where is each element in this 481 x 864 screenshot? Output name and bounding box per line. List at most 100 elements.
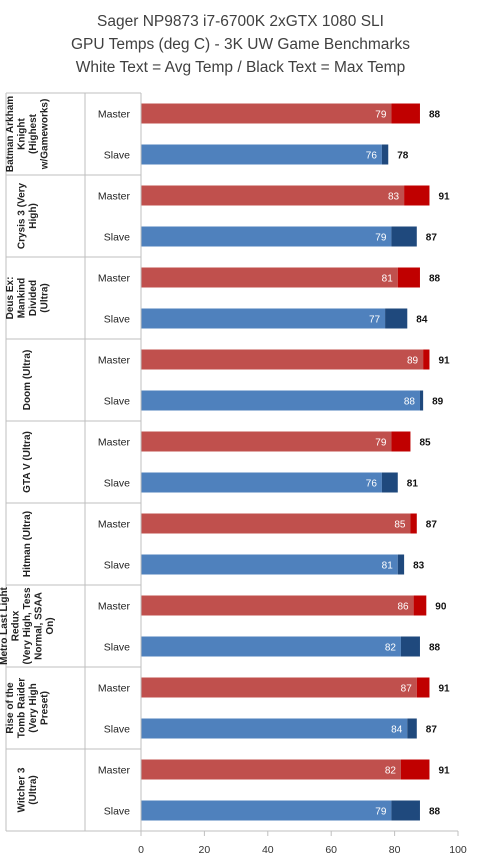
x-tick-label: 60	[325, 844, 337, 856]
avg-value-label: 76	[366, 151, 378, 162]
max-bar-segment	[391, 103, 420, 124]
avg-bar	[141, 144, 382, 165]
max-bar-segment	[400, 636, 420, 657]
max-bar-segment	[413, 595, 427, 616]
avg-value-label: 79	[375, 233, 387, 244]
max-value-label: 88	[429, 274, 441, 285]
avg-bar	[141, 308, 386, 329]
row-label: Slave	[104, 396, 130, 408]
max-value-label: 87	[426, 725, 438, 736]
row-label: Master	[98, 191, 131, 203]
x-tick-label: 0	[138, 844, 144, 856]
group-label: (Very High	[28, 683, 39, 732]
avg-value-label: 86	[397, 602, 409, 613]
avg-value-label: 88	[404, 397, 416, 408]
max-value-label: 91	[438, 766, 450, 777]
chart-title-line-1: Sager NP9873 i7-6700K 2xGTX 1080 SLI	[97, 13, 384, 30]
max-bar-segment	[385, 308, 408, 329]
max-value-label: 88	[429, 807, 441, 818]
max-value-label: 91	[438, 356, 450, 367]
avg-bar	[141, 226, 392, 247]
avg-value-label: 84	[391, 725, 403, 736]
avg-value-label: 77	[369, 315, 381, 326]
avg-value-label: 79	[375, 807, 387, 818]
row-label: Master	[98, 355, 131, 367]
avg-bar	[141, 267, 398, 288]
avg-value-label: 81	[382, 561, 394, 572]
max-value-label: 91	[438, 192, 450, 203]
max-value-label: 85	[419, 438, 431, 449]
row-label: Master	[98, 683, 131, 695]
row-label: Master	[98, 109, 131, 121]
x-tick-label: 40	[262, 844, 274, 856]
max-value-label: 87	[426, 520, 438, 531]
avg-value-label: 82	[385, 643, 397, 654]
x-tick-label: 80	[389, 844, 401, 856]
max-bar-segment	[416, 677, 430, 698]
row-label: Slave	[104, 232, 130, 244]
max-value-label: 87	[426, 233, 438, 244]
chart-title-line-2: GPU Temps (deg C) - 3K UW Game Benchmark…	[71, 36, 410, 53]
x-tick-label: 100	[449, 844, 467, 856]
max-bar-segment	[397, 267, 420, 288]
row-label: Master	[98, 601, 131, 613]
row-label: Slave	[104, 724, 130, 736]
avg-value-label: 79	[375, 438, 387, 449]
row-label: Slave	[104, 314, 130, 326]
group-label-wrap: Metro Last Light Redux (Very High, Tess Nor…	[0, 586, 56, 664]
group-label: (Ultra)	[28, 775, 39, 804]
x-tick-label: 20	[199, 844, 211, 856]
group-label: Mankind	[16, 278, 27, 319]
group-label: Divided	[28, 280, 39, 316]
avg-bar	[141, 390, 420, 411]
max-bar-segment	[397, 554, 405, 575]
group-label: w/Gameworks)	[39, 99, 50, 171]
group-label: Hitman (Ultra)	[22, 511, 33, 577]
max-value-label: 81	[407, 479, 419, 490]
avg-bar	[141, 431, 392, 452]
max-value-label: 83	[413, 561, 425, 572]
avg-bar	[141, 759, 401, 780]
group-label: Metro Last Light	[0, 586, 10, 664]
max-value-label: 84	[416, 315, 428, 326]
max-value-label: 78	[397, 151, 409, 162]
group-label-wrap: Hitman (Ultra)	[22, 511, 33, 577]
group-label: Deus Ex:	[5, 277, 16, 320]
avg-bar	[141, 349, 424, 370]
max-bar-segment	[410, 513, 417, 534]
group-label: Rise of the	[5, 682, 16, 734]
group-label: Witcher 3	[16, 767, 27, 812]
row-label: Master	[98, 437, 131, 449]
avg-value-label: 83	[388, 192, 400, 203]
group-label: High)	[28, 203, 39, 229]
max-bar-segment	[391, 226, 417, 247]
avg-bar	[141, 513, 411, 534]
max-value-label: 89	[432, 397, 444, 408]
max-bar-segment	[400, 759, 430, 780]
avg-bar	[141, 636, 401, 657]
row-label: Master	[98, 519, 131, 531]
avg-value-label: 87	[401, 684, 413, 695]
row-label: Master	[98, 765, 131, 777]
avg-bar	[141, 800, 392, 821]
group-label-wrap: Rise of the Tomb Raider (Very High Preset)	[5, 678, 51, 738]
chart-title-line-3: White Text = Avg Temp / Black Text = Max…	[76, 59, 405, 76]
group-label: Redux	[11, 610, 22, 641]
avg-value-label: 85	[394, 520, 406, 531]
row-label: Slave	[104, 806, 130, 818]
group-label: Preset)	[39, 691, 50, 725]
group-label: On)	[45, 617, 56, 634]
avg-bar	[141, 677, 417, 698]
max-bar-segment	[391, 800, 420, 821]
max-value-label: 91	[438, 684, 450, 695]
group-label-wrap: Crysis 3 (Very High)	[16, 182, 39, 249]
row-label: Slave	[104, 560, 130, 572]
group-label: Crysis 3 (Very	[16, 182, 27, 249]
group-label: (Very High, Tess	[22, 587, 33, 665]
avg-bar	[141, 595, 414, 616]
row-label: Slave	[104, 478, 130, 490]
avg-value-label: 82	[385, 766, 397, 777]
avg-bar	[141, 185, 405, 206]
